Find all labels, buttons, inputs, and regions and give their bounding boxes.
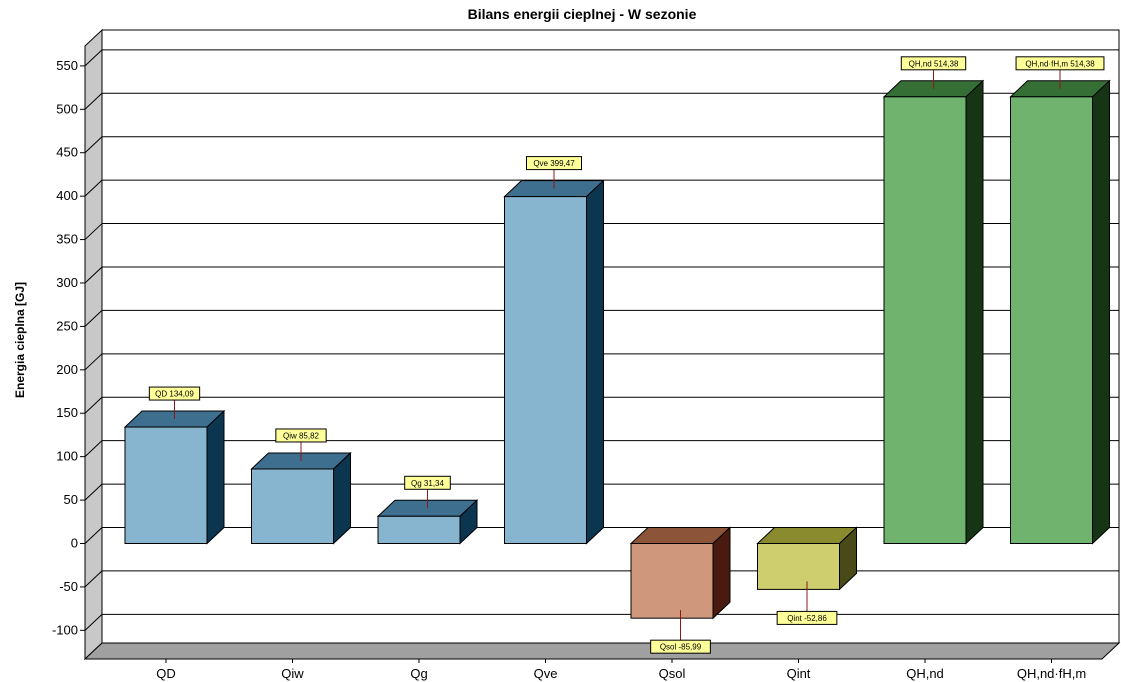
data-label-box (900, 56, 967, 71)
grid-line-depth (84, 570, 103, 588)
y-tick-label: 200 (56, 362, 78, 377)
category-label: QD (156, 666, 176, 681)
y-tick-label: 300 (56, 275, 78, 290)
bar-side (333, 451, 351, 545)
data-labels: QD 134,09 Qiw 85,82 Qg 31,34 Qve 399,47 Qsol… (148, 56, 1105, 654)
bar-side (586, 179, 604, 545)
category-label: QH,nd·fH,m (1017, 666, 1086, 681)
y-axis-label: Energia cieplna [GJ] (13, 282, 27, 398)
y-tick-label: 450 (56, 145, 78, 160)
bars (123, 79, 1111, 620)
bar-side (712, 526, 731, 620)
y-tick-label: 500 (56, 101, 78, 116)
y-tick-label: -100 (52, 622, 78, 637)
bar-Qve (503, 179, 605, 545)
data-label-box (275, 428, 327, 443)
y-tick-label: 150 (56, 405, 78, 420)
grid-line-depth (84, 353, 103, 371)
bar-front (630, 543, 714, 619)
left-wall (84, 28, 103, 661)
grid-line-depth (84, 136, 103, 154)
grid-line-depth (84, 49, 103, 67)
y-tick-label: 250 (56, 318, 78, 333)
chart-walls (83, 28, 1121, 661)
bar-front (377, 515, 461, 545)
grid-line-depth (84, 223, 103, 240)
category-label: Qint (787, 666, 811, 681)
y-tick-label: 350 (56, 232, 78, 247)
y-tick-label: 0 (71, 536, 78, 551)
grid-line-depth (84, 440, 103, 458)
data-label-box (526, 156, 582, 171)
grid-line-depth (84, 483, 103, 501)
grid-line-depth (84, 310, 103, 327)
bar-Qg (376, 499, 479, 545)
data-label-box (1015, 56, 1105, 71)
bar-QH,nd (882, 79, 985, 545)
bar-front (504, 196, 587, 544)
category-label: Qiw (281, 666, 304, 681)
bar-side (965, 79, 984, 545)
data-label: Qiw 85,82 (283, 431, 320, 440)
grid-line-depth (84, 613, 103, 631)
data-label-box (650, 639, 711, 654)
back-wall-border (101, 29, 1120, 644)
bar-QD (123, 409, 226, 545)
bar-Qsol (629, 526, 732, 620)
grid-line-depth (84, 396, 103, 414)
bar-front (883, 96, 967, 544)
bar-side (206, 409, 225, 545)
data-label-box (776, 610, 838, 625)
y-tick-label: 100 (56, 449, 78, 464)
data-label: Qint -52,86 (787, 614, 827, 623)
y-tick-label: -50 (59, 579, 78, 594)
y-tick-label: 50 (64, 492, 78, 507)
grid-line-depth (84, 527, 103, 544)
chart-title: Bilans energii cieplnej - W sezonie (468, 6, 697, 22)
bar-Qint (756, 526, 858, 591)
grid-line-depth (84, 92, 103, 110)
category-label: QH,nd (906, 666, 944, 681)
data-label: QD 134,09 (155, 390, 194, 399)
data-label: Qve 399,47 (533, 159, 575, 168)
bar-QH,nd·fH,m (1009, 79, 1111, 545)
grid-line-depth (84, 266, 103, 284)
bar-Qiw (250, 451, 352, 545)
category-label: Qsol (659, 666, 686, 681)
bar-front (251, 468, 334, 544)
bar-front (1010, 96, 1093, 544)
grid-line-depth (84, 179, 103, 197)
category-label: Qve (534, 666, 558, 681)
bar-side (1092, 79, 1110, 545)
y-tick-label: 400 (56, 188, 78, 203)
data-label-box (148, 386, 201, 401)
y-tick-label: 550 (56, 58, 78, 73)
category-labels: QD Qiw Qg Qve Qsol Qint QH,nd QH,nd·fH,m (156, 659, 1086, 681)
category-label: Qg (410, 666, 427, 681)
data-label-box (404, 475, 451, 490)
data-label: QH,nd·fH,m 514,38 (1025, 59, 1095, 68)
data-label: Qg 31,34 (411, 479, 444, 488)
data-label: Qsol -85,99 (660, 643, 702, 652)
data-label: QH,nd 514,38 (909, 59, 959, 68)
floor (83, 642, 1121, 660)
bar-front (124, 426, 208, 544)
bar-front (757, 543, 840, 590)
